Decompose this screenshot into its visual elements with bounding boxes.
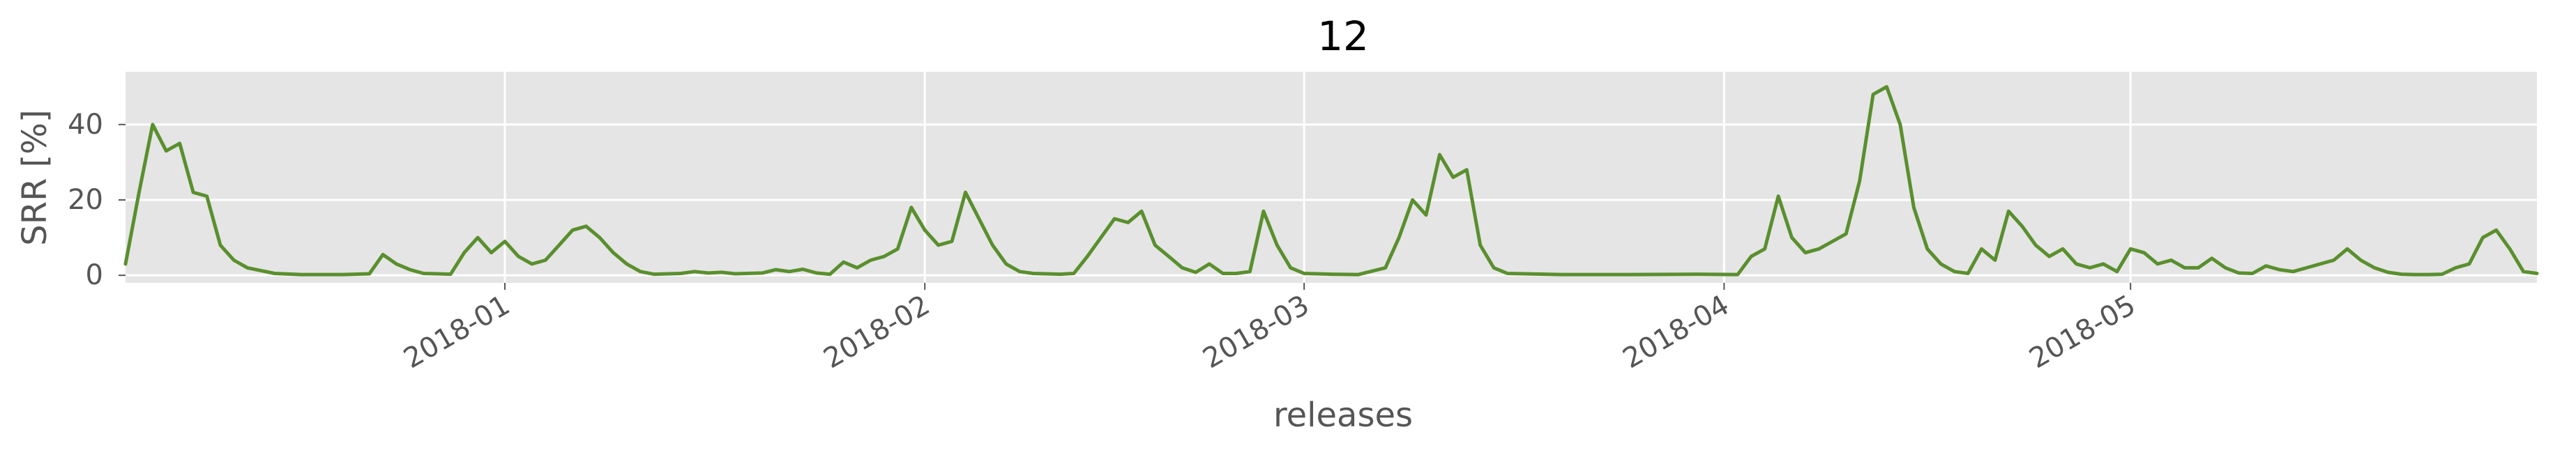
x-tick-label-2018-05: 2018-05 — [2024, 289, 2141, 375]
plot-area — [126, 72, 2537, 283]
x-tick-label-2018-01: 2018-01 — [398, 289, 515, 375]
x-tick-label-2018-02: 2018-02 — [818, 289, 935, 375]
chart-title: 12 — [1317, 13, 1369, 60]
x-tick-labels: 2018-01 2018-02 2018-03 2018-04 2018-05 — [398, 289, 2141, 375]
series-layer — [123, 85, 2539, 277]
ticks-layer — [119, 123, 2132, 290]
y-axis-label: SRR [%] — [15, 109, 54, 246]
series-line-0 — [123, 85, 2539, 277]
x-tick-label-2018-04: 2018-04 — [1618, 289, 1735, 375]
y-tick-label-40: 40 — [68, 109, 103, 141]
x-tick-label-2018-03: 2018-03 — [1197, 289, 1314, 375]
y-tick-labels: 0 20 40 — [68, 109, 103, 291]
y-tick-label-0: 0 — [86, 259, 103, 291]
x-axis-label: releases — [1273, 396, 1413, 435]
y-tick-label-20: 20 — [68, 184, 103, 216]
